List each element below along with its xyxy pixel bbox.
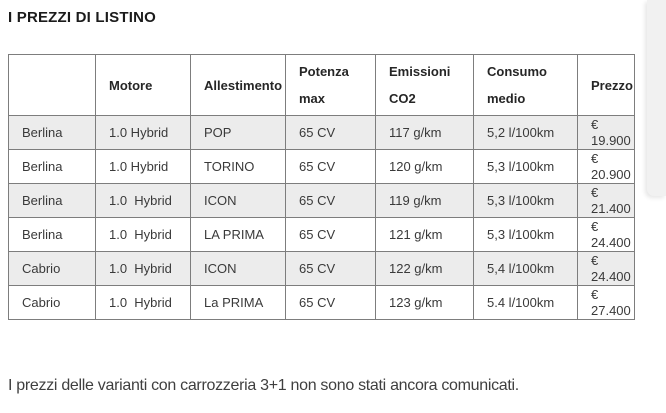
table-cell: 65 CV	[285, 183, 376, 218]
table-cell: 65 CV	[285, 285, 376, 320]
table-cell: LA PRIMA	[190, 217, 286, 252]
table-cell: 1.0 Hybrid	[95, 285, 191, 320]
table-body: Berlina 1.0 Hybrid POP 65 CV 117 g/km 5,2 l/1…	[8, 115, 635, 320]
table-header-row: Motore Allestimento Potenza max Emissioni C…	[8, 54, 635, 116]
column-header: Potenza max	[285, 54, 376, 116]
table-row: Berlina 1.0 Hybrid LA PRIMA 65 CV 121 g/km 5,…	[8, 217, 635, 252]
table-cell: 5,3 l/100km	[473, 183, 578, 218]
table-cell: Berlina	[8, 217, 96, 252]
table-cell: ICON	[190, 183, 286, 218]
table-cell: 65 CV	[285, 251, 376, 286]
table-cell: 120 g/km	[375, 149, 474, 184]
table-cell: 5,3 l/100km	[473, 149, 578, 184]
footer-note: I prezzi delle varianti con carrozzeria …	[8, 377, 519, 394]
table-cell: 5.4 l/100km	[473, 285, 578, 320]
table-cell: € 27.400	[577, 285, 635, 320]
table-cell: 5,4 l/100km	[473, 251, 578, 286]
column-header: Prezzo	[577, 54, 635, 116]
right-edge-panel	[647, 0, 666, 196]
table-cell: 65 CV	[285, 149, 376, 184]
table-cell: Berlina	[8, 183, 96, 218]
table-row: Cabrio 1.0 Hybrid ICON 65 CV 122 g/km 5,4 l/1…	[8, 251, 635, 286]
table-cell: 1.0 Hybrid	[95, 251, 191, 286]
table-cell: Cabrio	[8, 251, 96, 286]
page-title: I PREZZI DI LISTINO	[8, 9, 156, 26]
table-cell: ICON	[190, 251, 286, 286]
table-cell: 122 g/km	[375, 251, 474, 286]
table-row: Berlina 1.0 Hybrid POP 65 CV 117 g/km 5,2 l/1…	[8, 115, 635, 150]
table-cell: TORINO	[190, 149, 286, 184]
table-cell: 1.0 Hybrid	[95, 183, 191, 218]
column-header: Motore	[95, 54, 191, 116]
table-cell: 65 CV	[285, 217, 376, 252]
table-cell: 117 g/km	[375, 115, 474, 150]
table-cell: 5,3 l/100km	[473, 217, 578, 252]
table-cell: Berlina	[8, 149, 96, 184]
table-row: Berlina 1.0 Hybrid TORINO 65 CV 120 g/km 5,3 …	[8, 149, 635, 184]
table-cell: € 24.400	[577, 217, 635, 252]
table-cell: POP	[190, 115, 286, 150]
table-cell: 121 g/km	[375, 217, 474, 252]
table-cell: 1.0 Hybrid	[95, 149, 191, 184]
column-header: Consumo medio	[473, 54, 578, 116]
table-cell: 1.0 Hybrid	[95, 217, 191, 252]
table-cell: € 24.400	[577, 251, 635, 286]
table-cell: 65 CV	[285, 115, 376, 150]
table-cell: 5,2 l/100km	[473, 115, 578, 150]
table-cell: 1.0 Hybrid	[95, 115, 191, 150]
table-cell: 123 g/km	[375, 285, 474, 320]
table-row: Berlina 1.0 Hybrid ICON 65 CV 119 g/km 5,3 l/…	[8, 183, 635, 218]
column-header	[8, 54, 96, 116]
table-cell: La PRIMA	[190, 285, 286, 320]
price-list-table: Motore Allestimento Potenza max Emissioni C…	[8, 54, 635, 320]
table-cell: Cabrio	[8, 285, 96, 320]
table-cell: € 19.900	[577, 115, 635, 150]
table-cell: Berlina	[8, 115, 96, 150]
table-cell: € 21.400	[577, 183, 635, 218]
table-cell: € 20.900	[577, 149, 635, 184]
table-row: Cabrio 1.0 Hybrid La PRIMA 65 CV 123 g/km 5.4…	[8, 285, 635, 320]
column-header: Emissioni CO2	[375, 54, 474, 116]
table-cell: 119 g/km	[375, 183, 474, 218]
column-header: Allestimento	[190, 54, 286, 116]
